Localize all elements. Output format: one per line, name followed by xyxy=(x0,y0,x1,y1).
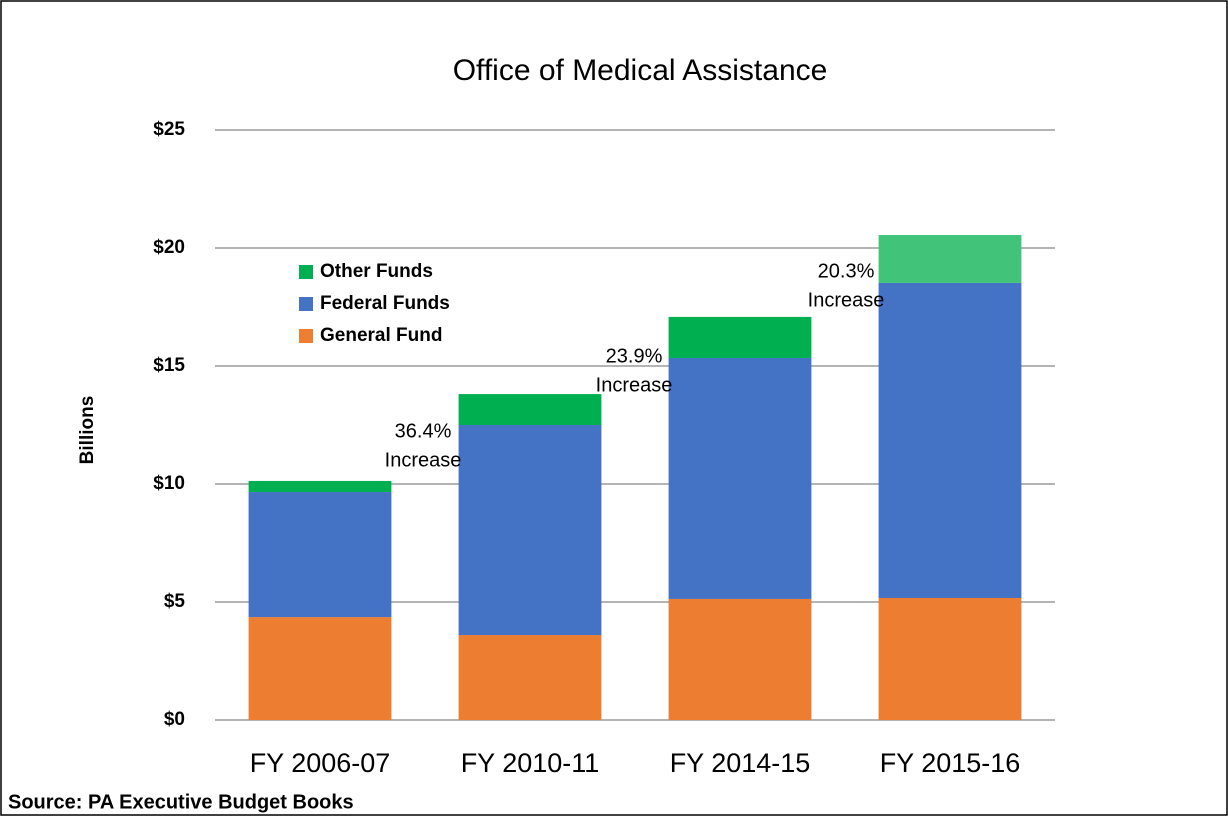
legend-swatch xyxy=(299,265,313,279)
y-tick-label: $15 xyxy=(153,355,185,376)
y-tick-label: $5 xyxy=(164,591,186,612)
annotation: Increase xyxy=(385,449,462,471)
bar-segment xyxy=(458,394,602,425)
bar-segment xyxy=(878,597,1022,720)
bar-segment xyxy=(458,635,602,720)
chart-title: Office of Medical Assistance xyxy=(453,54,828,87)
bar-segment xyxy=(458,425,602,636)
annotation: 20.3% xyxy=(818,260,875,282)
annotation: 23.9% xyxy=(606,345,663,367)
legend-label: General Fund xyxy=(320,325,442,346)
legend-swatch xyxy=(299,297,313,311)
y-tick-label: $10 xyxy=(153,473,185,494)
legend-label: Other Funds xyxy=(320,261,433,282)
y-tick-label: $25 xyxy=(153,119,185,140)
bar-segment xyxy=(248,617,392,720)
y-axis-label: Billions xyxy=(77,396,98,465)
x-tick-label: FY 2014-15 xyxy=(670,748,811,778)
bar-segment xyxy=(878,235,1022,283)
y-tick-label: $0 xyxy=(164,709,185,730)
annotation: Increase xyxy=(808,289,885,311)
x-tick-label: FY 2015-16 xyxy=(880,748,1021,778)
bar-segment xyxy=(248,480,392,493)
y-tick-label: $20 xyxy=(153,237,185,258)
source-note: Source: PA Executive Budget Books xyxy=(8,791,354,813)
x-tick-label: FY 2006-07 xyxy=(250,748,391,778)
legend-swatch xyxy=(299,329,313,343)
annotation: Increase xyxy=(596,374,673,396)
bar-segment xyxy=(878,282,1022,598)
bar-segment xyxy=(668,316,812,358)
bar-segment xyxy=(668,357,812,599)
x-tick-label: FY 2010-11 xyxy=(461,748,600,778)
bar-segment xyxy=(248,492,392,618)
bar-segment xyxy=(668,598,812,720)
legend-label: Federal Funds xyxy=(320,293,450,314)
annotation: 36.4% xyxy=(395,420,452,442)
